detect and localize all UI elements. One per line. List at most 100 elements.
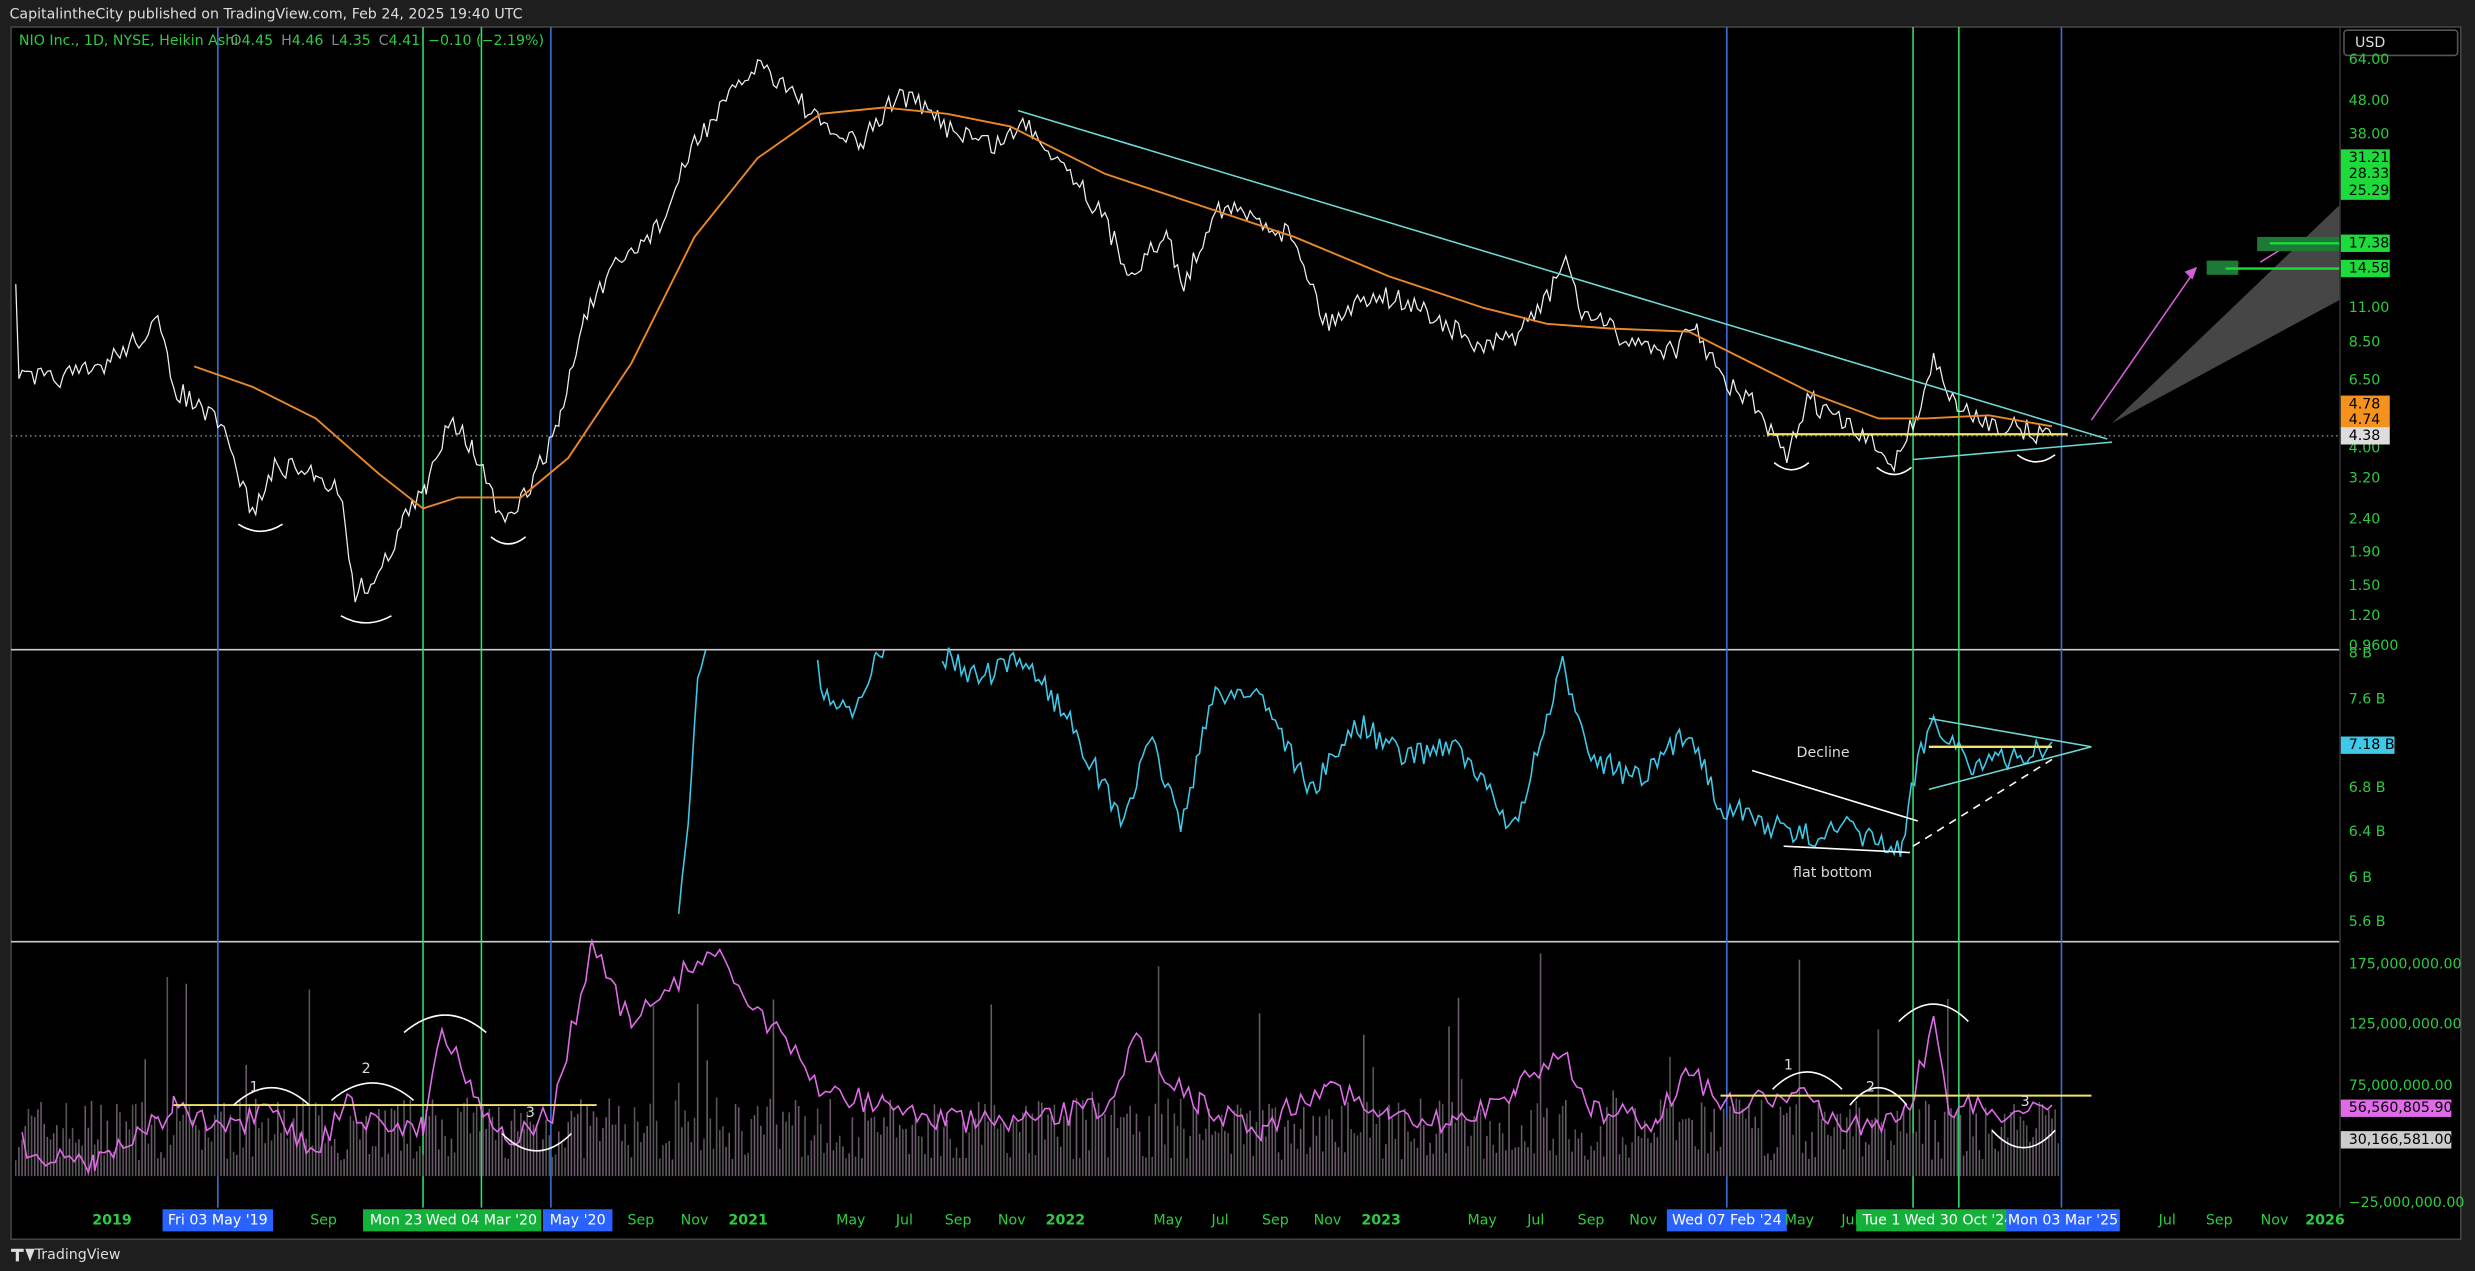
price-badge xyxy=(2340,427,2390,445)
time-label: Jul xyxy=(1840,1212,1858,1228)
axis-label: 175,000,000.00 xyxy=(2349,957,2462,973)
price-badge xyxy=(2340,1131,2452,1149)
badge-label: 25.29 xyxy=(2349,183,2390,199)
ohlc-value: 4.41 xyxy=(389,33,421,49)
axis-label: 6.8 B xyxy=(2349,780,2386,796)
time-label: 2021 xyxy=(728,1212,768,1228)
time-label: Mon 03 Mar '25 xyxy=(2008,1212,2118,1228)
wave-label: 3 xyxy=(526,1105,535,1121)
price-badge xyxy=(2340,165,2390,183)
publisher: CapitalintheCity published on TradingVie… xyxy=(9,6,522,22)
time-label: 2023 xyxy=(1361,1212,1401,1228)
time-label: Tue 1 xyxy=(1862,1212,1901,1228)
flat-bottom-line xyxy=(1783,845,1910,854)
badge-label: 4.38 xyxy=(2349,428,2381,444)
badge-label: 4.78 xyxy=(2349,396,2381,412)
time-label: May xyxy=(1785,1212,1814,1228)
price-badge xyxy=(2340,395,2390,413)
axis-label: 11.00 xyxy=(2349,300,2390,316)
time-label: Wed 30 Oct '24 xyxy=(1904,1212,2013,1228)
time-label: Nov xyxy=(998,1212,1026,1228)
time-badge xyxy=(1666,1209,1787,1232)
price-line xyxy=(15,59,2053,603)
bottom-arc xyxy=(490,536,527,545)
time-badge xyxy=(421,1209,542,1232)
time-label: Sep xyxy=(945,1212,972,1228)
ohlc-legend: O4.45 H4.46 L4.35 C4.41 −0.10 (−2.19%) xyxy=(230,33,544,49)
price-badge xyxy=(2340,149,2390,167)
axis-label: 75,000,000.00 xyxy=(2349,1078,2453,1094)
wave-arc xyxy=(1772,1071,1843,1090)
ohlc-key: H xyxy=(281,33,292,49)
price-badge xyxy=(2340,411,2390,429)
time-badge xyxy=(363,1209,430,1232)
axis-label: 1.90 xyxy=(2349,545,2381,561)
axis-label: 2.40 xyxy=(2349,511,2381,527)
chart-area xyxy=(10,26,2462,1241)
time-label: Sep xyxy=(310,1212,337,1228)
target-zone xyxy=(2206,260,2239,275)
annotation: flat bottom xyxy=(1793,865,1872,881)
time-label: Nov xyxy=(681,1212,709,1228)
price-badge xyxy=(2340,259,2390,278)
time-label: Jul xyxy=(1211,1212,1229,1228)
time-label: Fri 03 May '19 xyxy=(168,1212,268,1228)
decline-line xyxy=(1751,769,1919,822)
badge-label: 28.33 xyxy=(2349,166,2390,182)
time-label: Sep xyxy=(2206,1212,2233,1228)
wave-arc xyxy=(1849,1087,1908,1106)
time-label: 2026 xyxy=(2305,1212,2345,1228)
wave-label: 3 xyxy=(2021,1094,2030,1110)
time-label: Nov xyxy=(1629,1212,1657,1228)
axis-label: 6.4 B xyxy=(2349,824,2386,840)
time-badge xyxy=(162,1209,274,1232)
time-label: May xyxy=(1153,1212,1182,1228)
currency[interactable]: USD xyxy=(2355,35,2385,51)
bottom-arc xyxy=(1773,462,1810,471)
ohlc-value: 4.35 xyxy=(339,33,371,49)
trendline xyxy=(1913,441,2113,461)
projection-fan xyxy=(2111,205,2340,424)
time-badge xyxy=(542,1209,613,1232)
moving-average xyxy=(193,106,2053,510)
time-label: Wed 04 Mar '20 xyxy=(426,1212,537,1228)
ohlc-key: C xyxy=(379,33,389,49)
time-label: Jul xyxy=(1526,1212,1544,1228)
wave-arc xyxy=(403,1014,487,1034)
time-label: May xyxy=(1467,1212,1496,1228)
spread-line xyxy=(816,650,885,720)
badge-label: 4.74 xyxy=(2349,412,2381,428)
spread-line xyxy=(941,647,2053,857)
axis-label: 0.9600 xyxy=(2349,638,2399,654)
wave-arc xyxy=(1898,1003,1969,1022)
axis-label: 6 B xyxy=(2349,870,2372,886)
currency-box[interactable] xyxy=(2343,29,2459,57)
price-badge xyxy=(2340,1099,2452,1117)
time-label: 2019 xyxy=(92,1212,132,1228)
axis-label: 3.20 xyxy=(2349,470,2381,486)
axis-label: 48.00 xyxy=(2349,93,2390,109)
axis-label: −25,000,000.00 xyxy=(2349,1195,2465,1211)
time-badge xyxy=(1856,1209,1907,1232)
arrow-head xyxy=(2184,266,2198,280)
time-label: Jul xyxy=(895,1212,913,1228)
ohlc-key: O xyxy=(230,33,241,49)
wave-label: 1 xyxy=(250,1080,259,1096)
ohlc-change: −0.10 (−2.19%) xyxy=(428,33,544,49)
wave-arc xyxy=(233,1086,310,1106)
time-label: Mon 23 xyxy=(370,1212,422,1228)
wave-label: 2 xyxy=(362,1061,371,1077)
time-label: May '20 xyxy=(550,1212,606,1228)
bottom-arc xyxy=(237,523,283,533)
price-badge xyxy=(2340,182,2390,200)
time-label: Sep xyxy=(1578,1212,1605,1228)
badge-label: 7.18 B xyxy=(2349,737,2395,753)
bottom-arc xyxy=(1876,466,1912,476)
badge-label: 30,166,581.00 xyxy=(2349,1132,2453,1148)
wave-label: 1 xyxy=(1784,1058,1793,1074)
footer-brand: TradingView xyxy=(34,1247,121,1263)
ohlc-value: 4.46 xyxy=(292,33,324,49)
triangle xyxy=(1928,717,2092,791)
time-label: Nov xyxy=(1314,1212,1342,1228)
